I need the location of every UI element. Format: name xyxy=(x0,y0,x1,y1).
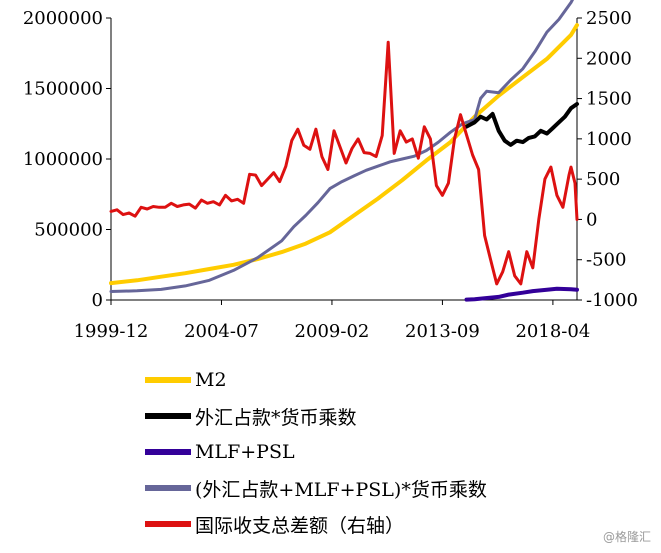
legend-swatch-mlf-psl xyxy=(145,449,191,455)
legend-label-combined: (外汇占款+MLF+PSL)*货币乘数 xyxy=(195,478,487,501)
legend-swatch-combined xyxy=(145,485,191,491)
x-axis: 1999-12 2004-07 2009-02 2013-09 2018-04 xyxy=(74,300,590,342)
y-right-tick-label: -500 xyxy=(586,250,626,271)
legend-item-bop: 国际收支总差额（右轴） xyxy=(145,506,565,542)
y-right-tick-label: 2500 xyxy=(586,8,632,29)
legend: M2 外汇占款*货币乘数 MLF+PSL (外汇占款+MLF+PSL)*货币乘数… xyxy=(145,362,565,542)
y-right-tick-label: 1000 xyxy=(586,129,632,150)
series-line-mlf-psl xyxy=(464,286,579,302)
y-left-tick-label: 2000000 xyxy=(23,8,103,29)
x-tick-label: 2009-02 xyxy=(295,321,370,342)
y-left-tick-label: 1000000 xyxy=(23,149,103,170)
x-tick-label: 1999-12 xyxy=(74,321,149,342)
series-layer xyxy=(109,0,579,302)
legend-swatch-fx xyxy=(145,413,191,419)
legend-item-mlf-psl: MLF+PSL xyxy=(145,434,565,470)
y-left-tick-label: 0 xyxy=(92,290,103,311)
legend-item-combined: (外汇占款+MLF+PSL)*货币乘数 xyxy=(145,470,565,506)
series-line-bop xyxy=(109,40,579,286)
legend-swatch-bop xyxy=(145,521,191,527)
legend-swatch-m2 xyxy=(145,377,191,383)
y-right-tick-label: 1500 xyxy=(586,89,632,110)
watermark: @格隆汇 xyxy=(602,530,651,544)
y-left-tick-label: 1500000 xyxy=(23,79,103,100)
legend-label-m2: M2 xyxy=(195,369,227,391)
x-tick-label: 2004-07 xyxy=(184,321,259,342)
series-line-fx xyxy=(464,102,579,147)
series-line-m2 xyxy=(109,23,579,286)
legend-label-mlf-psl: MLF+PSL xyxy=(195,441,295,463)
y-right-tick-label: -1000 xyxy=(586,290,638,311)
legend-item-fx: 外汇占款*货币乘数 xyxy=(145,398,565,434)
x-tick-label: 2013-09 xyxy=(405,321,480,342)
y-left-tick-label: 500000 xyxy=(34,220,103,241)
y-right-tick-label: 500 xyxy=(586,169,620,190)
legend-label-fx: 外汇占款*货币乘数 xyxy=(195,406,357,429)
y-right-tick-label: 0 xyxy=(586,209,597,230)
y-axis-left: 0 500000 1000000 1500000 2000000 xyxy=(23,8,111,311)
y-axis-right: -1000 -500 0 500 1000 1500 2000 2500 xyxy=(577,8,638,311)
y-right-tick-label: 2000 xyxy=(586,48,632,69)
legend-item-m2: M2 xyxy=(145,362,565,398)
series-line-combined xyxy=(109,0,575,293)
x-tick-label: 2018-04 xyxy=(515,321,590,342)
legend-label-bop: 国际收支总差额（右轴） xyxy=(195,514,405,537)
